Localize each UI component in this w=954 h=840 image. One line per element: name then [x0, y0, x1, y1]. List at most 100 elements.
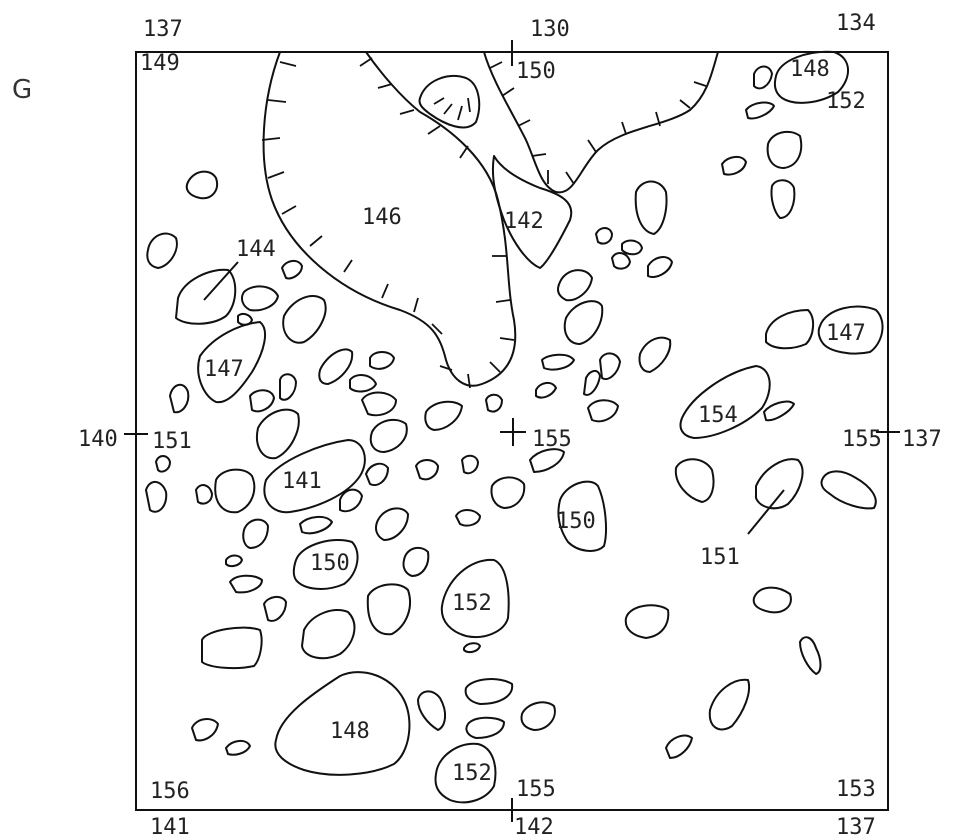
right-blob-147-outer	[765, 309, 814, 350]
left-large-blob-141	[263, 439, 366, 514]
left-blob-med-3	[237, 312, 253, 326]
right-blob-e	[799, 636, 822, 675]
bottom-blob-4	[520, 701, 556, 731]
inner-label-center-bottom: 155	[516, 777, 556, 802]
large-depression-contour	[262, 51, 517, 387]
mid-blob-12	[485, 393, 503, 413]
lower-blob-8	[225, 740, 251, 756]
left-blob-med-8	[256, 408, 300, 460]
feature-label-center-right-blob: 150	[556, 509, 596, 534]
right-mid-blob-9	[535, 382, 557, 399]
feature-label-center-lower-blob: 152	[452, 591, 492, 616]
mid-blob-14	[455, 509, 481, 527]
right-mid-blob-7	[563, 300, 604, 345]
mid-blob-11	[424, 400, 463, 431]
right-mid-blob-4	[647, 256, 673, 278]
left-blob-med-2	[241, 285, 279, 312]
right-blob-151	[755, 458, 804, 510]
left-blob-144	[175, 268, 237, 325]
right-blob-147	[817, 305, 884, 355]
feature-label-left-leader: 144	[236, 237, 276, 262]
feature-label-bottom-large-blob: 148	[330, 719, 370, 744]
center-right-blob-150	[557, 480, 607, 552]
right-blob-d	[624, 604, 670, 639]
right-blob-f	[708, 678, 750, 731]
top-right-blob-b	[745, 101, 775, 120]
mid-blob-15	[490, 476, 526, 509]
right-mid-blob-12	[587, 399, 619, 423]
right-blob-g	[665, 734, 693, 759]
inner-label-corner-bottom-left: 156	[150, 779, 190, 804]
lower-blob-6	[201, 626, 263, 670]
upper-depression-contour	[483, 51, 719, 194]
panel-label: G	[12, 75, 32, 105]
inner-label-center: 155	[532, 427, 572, 452]
inner-label-corner-bottom-right: 153	[836, 777, 876, 802]
mid-blob-4	[361, 391, 397, 417]
mid-blob-13	[402, 546, 430, 577]
right-blob-b	[820, 470, 877, 510]
top-right-blob-148	[773, 50, 849, 104]
lower-blob-1	[225, 554, 243, 568]
large-depression-hachures	[261, 57, 515, 389]
lower-blob-7	[191, 718, 219, 742]
feature-label-right-leader: 151	[700, 545, 740, 570]
mid-blob-8	[375, 507, 409, 541]
feature-label-narrow-depression: 142	[504, 209, 544, 234]
right-blob-154	[679, 365, 771, 439]
feature-label-bottom-center-blob: 152	[452, 761, 492, 786]
inner-label-corner-top-right: 152	[826, 89, 866, 114]
feature-label-left-large-blob: 141	[282, 469, 322, 494]
top-right-blob-a	[753, 65, 773, 90]
mid-blob-6	[365, 462, 389, 486]
lower-blob-5	[366, 583, 411, 636]
right-blob-a	[674, 458, 715, 503]
bottom-blob-2	[417, 690, 446, 731]
left-blob-147	[197, 321, 267, 404]
edge-label-bottom-center: 142	[514, 815, 554, 840]
left-blob-small-1	[185, 170, 218, 200]
bottom-large-blob-148	[274, 671, 411, 776]
feature-label-lower-left-blob: 150	[310, 551, 350, 576]
feature-label-large-depression: 146	[362, 205, 402, 230]
feature-label-left-blob: 147	[204, 357, 244, 382]
edge-label-top-center: 130	[530, 17, 570, 42]
right-mid-blob-6	[557, 269, 593, 302]
right-mid-blob-11	[599, 352, 621, 380]
left-blob-med-1	[214, 468, 256, 514]
left-blob-small-3	[169, 383, 190, 414]
left-blob-small-6	[195, 484, 213, 505]
bottom-center-blob-152	[434, 742, 497, 804]
bottom-blob-3	[465, 716, 505, 739]
right-mid-blob-2	[621, 239, 643, 256]
edge-label-right-middle: 137	[902, 427, 942, 452]
lower-blob-2	[229, 574, 263, 594]
left-blob-small-4	[155, 455, 171, 473]
mid-blob-3	[349, 374, 377, 393]
lower-blob-4	[301, 609, 356, 660]
right-mid-blob-3	[611, 252, 631, 270]
right-blob-154-small	[763, 400, 795, 422]
lower-blob-3	[263, 596, 287, 622]
right-blob-c	[752, 586, 792, 614]
edge-label-bottom-left: 141	[150, 815, 190, 840]
mid-blob-17	[242, 518, 269, 549]
inner-label-right-middle: 155	[842, 427, 882, 452]
mid-blob-16	[299, 516, 333, 535]
top-right-blob-e	[721, 156, 747, 176]
leader-151	[747, 489, 785, 535]
left-blob-med-7	[279, 373, 297, 401]
right-mid-blob-14	[529, 448, 565, 473]
feature-label-top-right-blob: 148	[790, 57, 830, 82]
inner-label-left-middle: 151	[152, 429, 192, 454]
left-blob-med-5	[281, 260, 303, 280]
mid-blob-9	[415, 459, 439, 481]
right-mid-blob-5	[634, 180, 668, 235]
center-cross	[500, 418, 526, 446]
bottom-blob-1	[464, 678, 514, 705]
mid-blob-2	[369, 351, 395, 370]
center-lower-blob-small	[463, 642, 481, 654]
edge-label-left-middle: 140	[78, 427, 118, 452]
center-lower-blob-152	[440, 558, 510, 638]
